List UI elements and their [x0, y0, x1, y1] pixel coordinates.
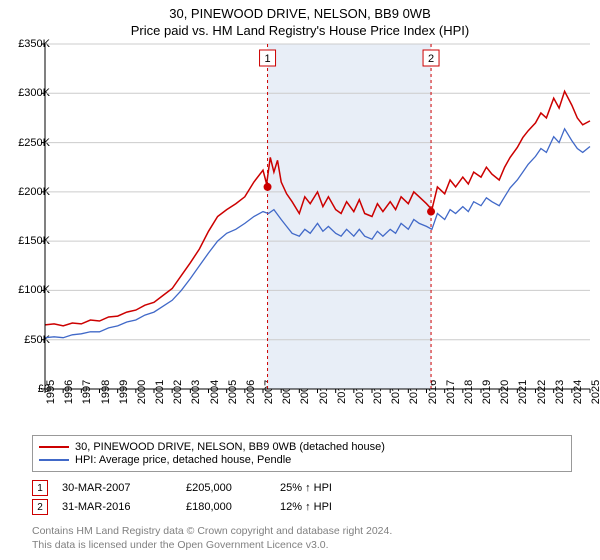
plot-area: 12	[45, 44, 590, 389]
legend-item: 30, PINEWOOD DRIVE, NELSON, BB9 0WB (det…	[39, 441, 565, 453]
legend-swatch	[39, 446, 69, 448]
sale-diff: 25% ↑ HPI	[280, 482, 380, 494]
line-chart-svg: 12	[45, 44, 590, 389]
chart-title-line1: 30, PINEWOOD DRIVE, NELSON, BB9 0WB	[0, 0, 600, 21]
sale-marker-badge: 2	[32, 499, 48, 515]
legend-swatch	[39, 459, 69, 461]
sale-date: 31-MAR-2016	[62, 501, 172, 513]
sales-table: 1 30-MAR-2007 £205,000 25% ↑ HPI 2 31-MA…	[32, 477, 572, 518]
x-tick-label: 2025	[590, 380, 600, 404]
sale-price: £180,000	[186, 501, 266, 513]
chart-container: 30, PINEWOOD DRIVE, NELSON, BB9 0WB Pric…	[0, 0, 600, 560]
footer-attribution: Contains HM Land Registry data © Crown c…	[32, 524, 392, 552]
sale-diff: 12% ↑ HPI	[280, 501, 380, 513]
sale-date: 30-MAR-2007	[62, 482, 172, 494]
footer-line: This data is licensed under the Open Gov…	[32, 538, 392, 552]
legend-label: 30, PINEWOOD DRIVE, NELSON, BB9 0WB (det…	[75, 441, 385, 453]
legend-label: HPI: Average price, detached house, Pend…	[75, 454, 291, 466]
footer-line: Contains HM Land Registry data © Crown c…	[32, 524, 392, 538]
sale-row: 1 30-MAR-2007 £205,000 25% ↑ HPI	[32, 480, 572, 496]
svg-text:2: 2	[428, 53, 434, 65]
legend-item: HPI: Average price, detached house, Pend…	[39, 454, 565, 466]
svg-text:1: 1	[264, 53, 270, 65]
sale-row: 2 31-MAR-2016 £180,000 12% ↑ HPI	[32, 499, 572, 515]
sale-marker-badge: 1	[32, 480, 48, 496]
legend-box: 30, PINEWOOD DRIVE, NELSON, BB9 0WB (det…	[32, 435, 572, 472]
chart-title-line2: Price paid vs. HM Land Registry's House …	[0, 21, 600, 38]
sale-price: £205,000	[186, 482, 266, 494]
